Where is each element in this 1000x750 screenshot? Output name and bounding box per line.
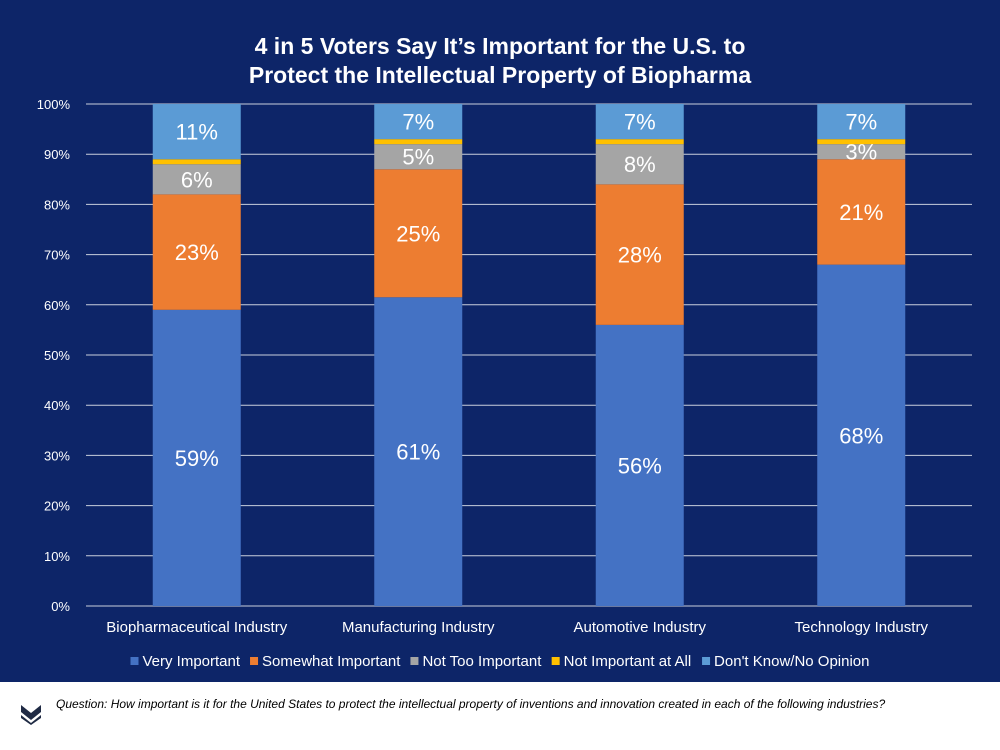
legend-label: Very Important [142, 653, 240, 670]
data-label: 23% [175, 240, 219, 265]
data-label: 25% [396, 221, 440, 246]
data-label: 68% [839, 423, 883, 448]
bar-segment [595, 104, 684, 140]
data-label: 8% [624, 152, 656, 177]
bar-segment [374, 139, 463, 145]
bar-segment [152, 194, 241, 310]
chart-title: 4 in 5 Voters Say It’s Important for the… [0, 32, 1000, 90]
title-line-1: 4 in 5 Voters Say It’s Important for the… [254, 33, 746, 59]
bar-segment [374, 297, 463, 606]
y-tick-label: 30% [44, 448, 70, 463]
legend-label: Don't Know/No Opinion [714, 653, 869, 670]
bar-segment [595, 139, 684, 145]
bar-segment [817, 144, 906, 160]
data-label: 7% [402, 110, 434, 135]
bar-segment [152, 309, 241, 606]
legend-label: Not Important at All [564, 653, 692, 670]
bar-segment [817, 264, 906, 606]
y-tick-label: 50% [44, 348, 70, 363]
data-label: 6% [181, 167, 213, 192]
data-label: 7% [624, 110, 656, 135]
x-category-label: Automotive Industry [573, 619, 706, 636]
bar-segment [374, 104, 463, 140]
y-tick-label: 70% [44, 248, 70, 263]
bar-segment [595, 324, 684, 606]
legend-swatch [702, 657, 711, 665]
legend-swatch [250, 657, 259, 665]
bar-segment [152, 164, 241, 195]
data-label: 11% [176, 120, 218, 145]
legend-swatch [130, 657, 139, 665]
bar-segment [374, 169, 463, 298]
y-tick-label: 20% [44, 499, 70, 514]
legend-swatch [551, 657, 560, 665]
bar-segment [595, 144, 684, 185]
bar-segment [817, 159, 906, 265]
y-tick-label: 100% [37, 97, 71, 112]
legend-label: Not Too Important [422, 653, 542, 670]
data-label: 56% [618, 453, 662, 478]
data-label: 21% [839, 200, 883, 225]
legend-swatch [410, 657, 419, 665]
footer [0, 682, 1000, 750]
y-tick-label: 80% [44, 197, 70, 212]
title-line-2: Protect the Intellectual Property of Bio… [248, 62, 752, 88]
y-tick-label: 90% [44, 147, 70, 162]
bar-segment [595, 184, 684, 325]
y-tick-label: 60% [44, 298, 70, 313]
bar-segment [817, 104, 906, 140]
data-label: 5% [402, 145, 434, 170]
bar-segment [152, 104, 241, 160]
y-tick-label: 10% [44, 549, 70, 564]
legend-label: Somewhat Important [262, 653, 401, 670]
x-category-label: Biopharmaceutical Industry [106, 619, 287, 636]
bar-segment [152, 159, 241, 165]
data-label: 61% [396, 440, 440, 465]
stacked-bar-chart: 0% 10% 20% 30% 40% 50% 60% 70% 80% 90% 100% 59% 23% 6… [37, 97, 972, 670]
y-tick-label: 0% [51, 599, 70, 614]
x-category-label: Manufacturing Industry [342, 619, 495, 636]
bar-segment [374, 144, 463, 170]
data-label: 59% [175, 446, 219, 471]
data-label: 28% [618, 243, 662, 268]
question-text: Question: How important is it for the Un… [56, 697, 886, 711]
x-category-label: Technology Industry [795, 619, 929, 636]
data-label: 7% [845, 110, 877, 135]
chevron-logo-icon [21, 705, 41, 725]
y-tick-label: 40% [44, 398, 70, 413]
bar-segment [817, 139, 906, 145]
